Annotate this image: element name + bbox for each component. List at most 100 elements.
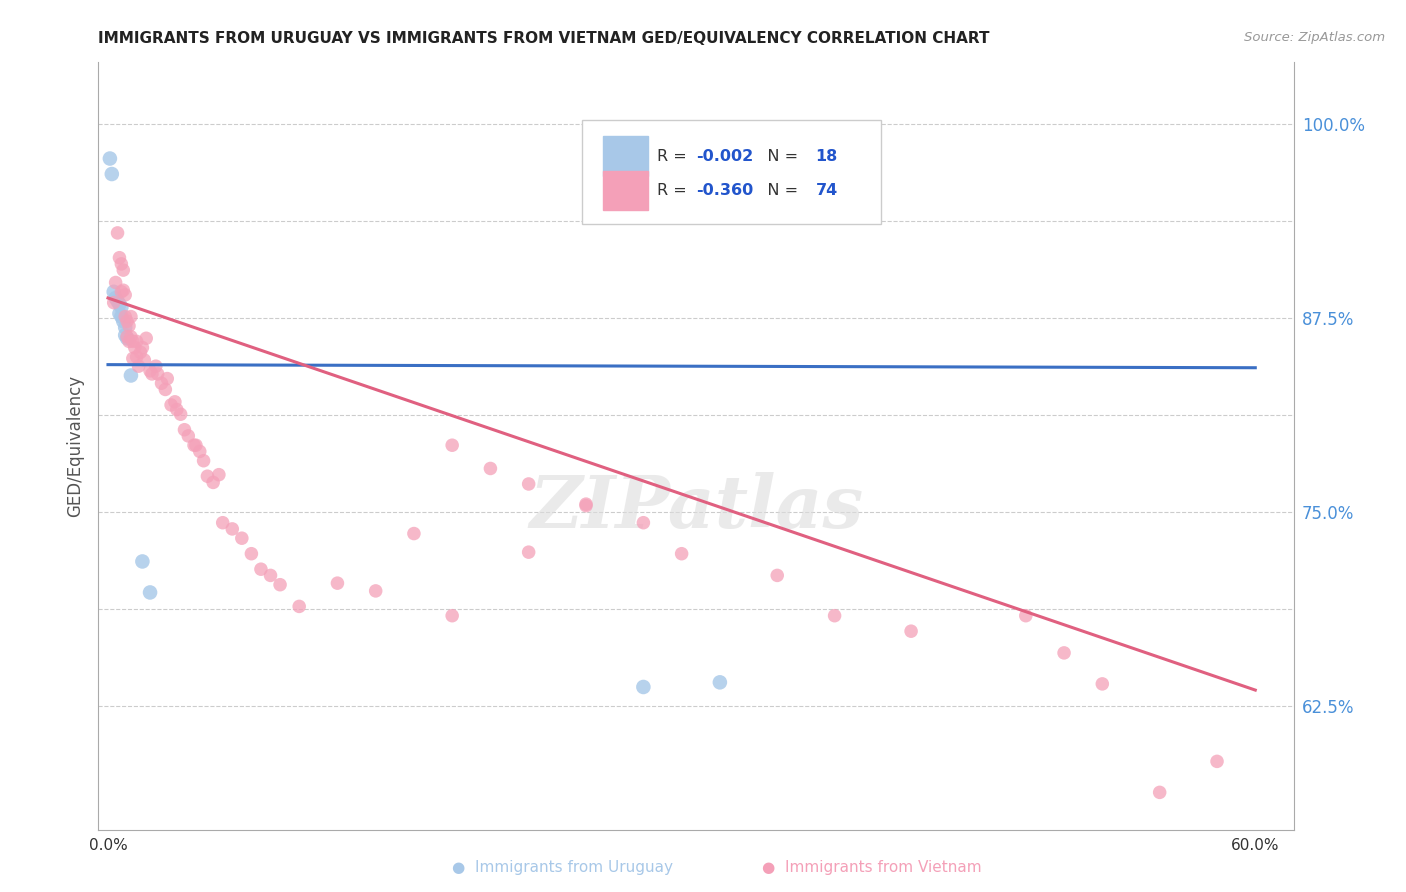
Point <box>633 516 655 530</box>
Point <box>188 444 211 458</box>
FancyBboxPatch shape <box>603 170 648 211</box>
Text: 18: 18 <box>815 149 838 163</box>
Point <box>129 345 152 359</box>
Text: IMMIGRANTS FROM URUGUAY VS IMMIGRANTS FROM VIETNAM GED/EQUIVALENCY CORRELATION C: IMMIGRANTS FROM URUGUAY VS IMMIGRANTS FR… <box>98 31 990 46</box>
Point <box>108 306 131 320</box>
Point <box>169 407 191 421</box>
Point <box>139 585 162 599</box>
Point <box>120 310 142 324</box>
Point <box>121 351 143 366</box>
Text: ●  Immigrants from Vietnam: ● Immigrants from Vietnam <box>762 861 981 875</box>
Point <box>118 318 141 333</box>
Point <box>197 469 219 483</box>
Point <box>107 294 129 309</box>
Point <box>402 526 425 541</box>
Point <box>364 583 387 598</box>
Text: -0.360: -0.360 <box>696 183 754 198</box>
Point <box>183 438 205 452</box>
Point <box>115 330 138 344</box>
Point <box>211 516 233 530</box>
Point <box>479 461 502 475</box>
FancyBboxPatch shape <box>582 120 882 224</box>
Point <box>103 295 125 310</box>
FancyBboxPatch shape <box>603 136 648 176</box>
Point <box>141 367 163 381</box>
Point <box>259 568 281 582</box>
Point <box>163 394 186 409</box>
Point <box>250 562 273 576</box>
Point <box>115 314 138 328</box>
Point <box>177 429 200 443</box>
Point <box>900 624 922 639</box>
Point <box>120 330 142 344</box>
Point <box>115 331 138 345</box>
Point <box>766 568 789 582</box>
Point <box>114 328 136 343</box>
Point <box>110 285 132 299</box>
Point <box>108 251 131 265</box>
Point <box>114 310 136 324</box>
Point <box>131 554 153 568</box>
Text: ●  Immigrants from Uruguay: ● Immigrants from Uruguay <box>451 861 673 875</box>
Point <box>125 350 148 364</box>
Point <box>240 547 263 561</box>
Point <box>166 402 188 417</box>
Point <box>441 438 464 452</box>
Point <box>173 423 195 437</box>
Point <box>824 608 846 623</box>
Point <box>98 152 121 166</box>
Point <box>139 364 162 378</box>
Point <box>1091 677 1114 691</box>
Point <box>114 320 136 334</box>
Point <box>231 531 253 545</box>
Point <box>709 675 731 690</box>
Point <box>517 545 540 559</box>
Point <box>121 334 143 349</box>
Point <box>156 371 179 385</box>
Point <box>575 499 598 513</box>
Point <box>288 599 311 614</box>
Y-axis label: GED/Equivalency: GED/Equivalency <box>66 375 84 517</box>
Point <box>1053 646 1076 660</box>
Point <box>103 285 125 299</box>
Point <box>110 257 132 271</box>
Point <box>110 301 132 315</box>
Point <box>150 376 173 391</box>
Point <box>145 359 167 374</box>
Point <box>104 291 127 305</box>
Point <box>125 334 148 349</box>
Point <box>107 226 129 240</box>
Point <box>104 276 127 290</box>
Point <box>146 367 169 381</box>
Text: R =: R = <box>657 183 692 198</box>
Text: -0.002: -0.002 <box>696 149 754 163</box>
Point <box>108 297 131 311</box>
Point <box>1149 785 1171 799</box>
Point <box>208 467 231 482</box>
Point <box>269 577 291 591</box>
Text: N =: N = <box>752 183 803 198</box>
Point <box>128 359 150 374</box>
Text: 74: 74 <box>815 183 838 198</box>
Point <box>110 310 132 324</box>
Point <box>155 383 177 397</box>
Point <box>575 497 598 511</box>
Point <box>441 608 464 623</box>
Point <box>221 522 243 536</box>
Point <box>160 398 183 412</box>
Point <box>193 454 215 468</box>
Point <box>112 283 135 297</box>
Text: Source: ZipAtlas.com: Source: ZipAtlas.com <box>1244 31 1385 45</box>
Point <box>124 341 146 355</box>
Point <box>326 576 349 591</box>
Text: N =: N = <box>752 149 803 163</box>
Point <box>517 477 540 491</box>
Point <box>202 475 225 490</box>
Point <box>1206 755 1229 769</box>
Text: ZIPatlas: ZIPatlas <box>529 472 863 543</box>
Point <box>671 547 693 561</box>
Point <box>120 368 142 383</box>
Point <box>131 341 153 355</box>
Text: R =: R = <box>657 149 692 163</box>
Point <box>101 167 124 181</box>
